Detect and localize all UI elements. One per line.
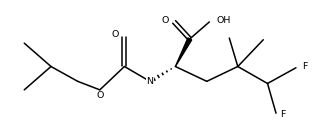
Text: F: F xyxy=(302,62,307,71)
Text: N: N xyxy=(146,77,153,86)
Text: O: O xyxy=(161,16,169,25)
Text: OH: OH xyxy=(216,16,231,25)
Text: O: O xyxy=(112,30,119,39)
Text: O: O xyxy=(96,91,104,100)
Polygon shape xyxy=(175,38,192,66)
Text: F: F xyxy=(280,110,285,119)
